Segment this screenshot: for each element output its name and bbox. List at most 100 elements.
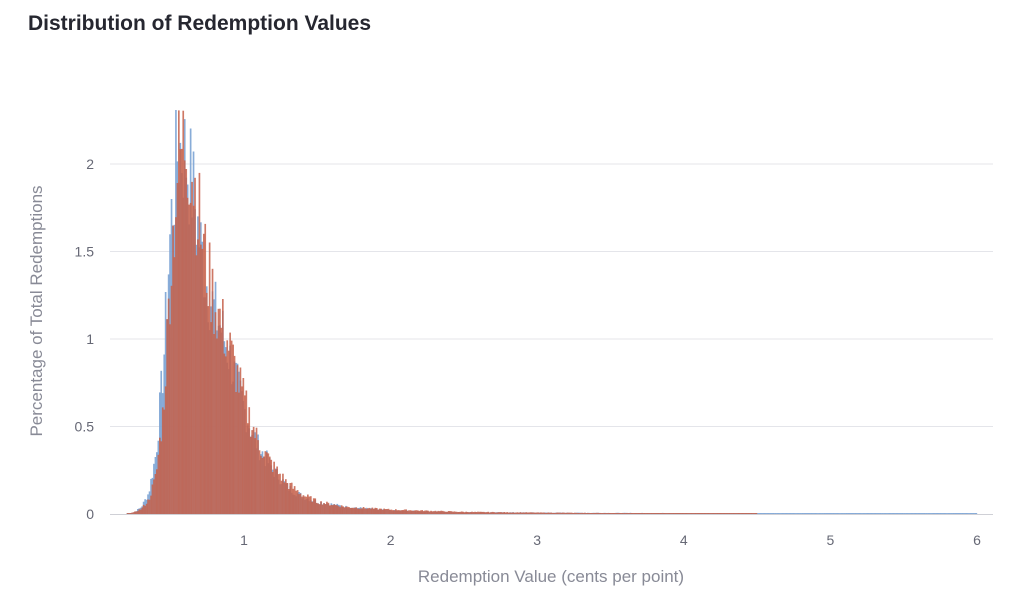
histogram-bar [938, 513, 941, 514]
y-tick-label: 0.5 [75, 419, 95, 435]
histogram-bar [307, 494, 309, 514]
histogram-bar [346, 506, 349, 514]
x-tick-label: 2 [387, 532, 395, 548]
histogram-bar [396, 510, 399, 514]
histogram-bar [201, 248, 204, 514]
histogram-bar [424, 510, 426, 514]
histogram-bar [537, 512, 539, 514]
histogram-bar [848, 513, 850, 514]
histogram-bar [160, 441, 163, 514]
histogram-bar [755, 513, 758, 514]
histogram-bar [540, 512, 542, 514]
histogram-bar [581, 512, 583, 514]
histogram-bar [164, 386, 167, 514]
histogram-bar [931, 513, 934, 514]
histogram-bar [504, 512, 507, 514]
histogram-bar [886, 513, 888, 514]
histogram-bar [736, 513, 739, 514]
histogram-bar [456, 511, 459, 514]
histogram-bar [793, 513, 796, 514]
histogram-bar [449, 511, 451, 514]
histogram-bar [826, 513, 828, 514]
histogram-bar [818, 513, 821, 514]
histogram-bar [768, 513, 771, 514]
histogram-bar [241, 386, 243, 514]
histogram-bar [669, 513, 671, 514]
histogram-bar [861, 513, 863, 514]
histogram-bar [752, 513, 755, 514]
histogram-bar [289, 483, 292, 514]
histogram-bar [795, 513, 797, 514]
histogram-bar [261, 458, 264, 514]
histogram-bar [858, 513, 860, 514]
histogram-bar [493, 512, 495, 514]
histogram-bar [952, 513, 954, 514]
histogram-bar [421, 510, 424, 514]
histogram-bar [484, 512, 487, 514]
histogram-bar [439, 511, 441, 514]
histogram-bar [758, 513, 761, 514]
histogram-bar [830, 513, 833, 514]
histogram-bar [285, 479, 287, 514]
histogram-bar [314, 498, 317, 514]
histogram-bar [383, 508, 385, 514]
histogram-bar [840, 513, 843, 514]
histogram-bar [808, 513, 811, 514]
histogram-bar [506, 512, 509, 514]
histogram-bar [874, 513, 877, 514]
histogram-bar [186, 197, 189, 515]
histogram-bar [510, 512, 513, 514]
histogram-bar [192, 205, 195, 514]
histogram-bar [877, 513, 879, 514]
histogram-bar [249, 436, 252, 514]
histogram-bar [326, 501, 328, 514]
histogram-bar [515, 512, 517, 514]
histogram-bar [458, 512, 460, 514]
histogram-bar [468, 512, 470, 514]
histogram-bar [741, 513, 743, 514]
histogram-bar [786, 513, 789, 514]
histogram-bar [528, 512, 531, 514]
histogram-bar [521, 512, 523, 514]
histogram-bar [566, 512, 569, 514]
histogram-bar [796, 513, 799, 514]
histogram-bar [427, 510, 429, 514]
histogram-bar [163, 409, 166, 514]
histogram-bar [619, 513, 621, 514]
histogram-bar [320, 501, 322, 514]
histogram-bar [447, 511, 450, 514]
y-axis-title: Percentage of Total Redemptions [27, 185, 46, 436]
histogram-bar [471, 511, 473, 514]
histogram-bar [883, 513, 885, 514]
histogram-bar [763, 513, 765, 514]
histogram-bar [330, 504, 333, 514]
histogram-bar [565, 512, 567, 514]
histogram-bar [856, 513, 859, 514]
histogram-bar [773, 513, 775, 514]
histogram-bar [789, 513, 792, 514]
histogram-bar [683, 513, 686, 514]
histogram-bar [157, 454, 160, 514]
histogram-bar [821, 513, 824, 514]
histogram-bar [733, 513, 736, 514]
histogram-bar [497, 512, 500, 514]
histogram-bar [434, 510, 437, 514]
histogram-bar [266, 452, 268, 514]
histogram-bar [906, 513, 909, 514]
histogram-bar [613, 513, 616, 514]
histogram-bar [551, 512, 554, 514]
histogram-bar [389, 509, 391, 514]
histogram-bar [575, 512, 577, 514]
histogram-bar [645, 513, 648, 514]
histogram-bar [134, 511, 136, 514]
histogram-bar [893, 513, 896, 514]
histogram-bar [833, 513, 835, 514]
histogram-bar [597, 512, 599, 514]
histogram-bar [167, 298, 170, 514]
histogram-bar [474, 511, 476, 514]
histogram-bar [229, 332, 231, 514]
histogram-bar [402, 510, 404, 514]
histogram-bar [872, 513, 875, 514]
histogram-bar [846, 513, 849, 514]
histogram-bar [947, 513, 950, 514]
